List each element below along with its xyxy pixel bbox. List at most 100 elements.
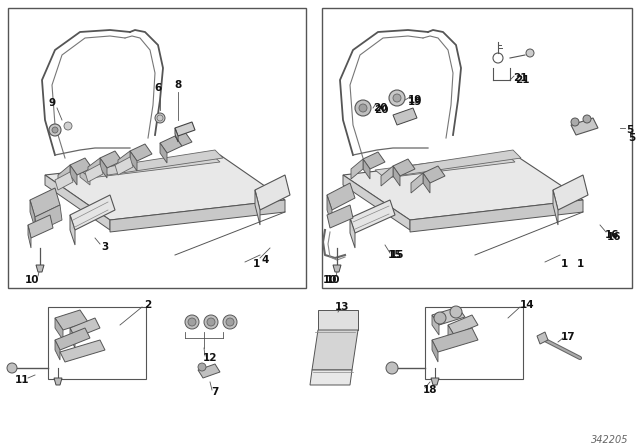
- Circle shape: [583, 115, 591, 123]
- Text: 10: 10: [326, 275, 340, 285]
- Text: 6: 6: [154, 83, 162, 93]
- Text: 1: 1: [577, 259, 584, 269]
- Text: 19: 19: [408, 95, 422, 105]
- Polygon shape: [30, 188, 60, 217]
- Text: 7: 7: [211, 387, 219, 397]
- Text: 15: 15: [390, 250, 404, 260]
- Polygon shape: [35, 205, 62, 232]
- Text: 10: 10: [25, 275, 39, 285]
- Polygon shape: [28, 215, 53, 238]
- Circle shape: [359, 104, 367, 112]
- Polygon shape: [45, 175, 110, 230]
- Text: 9: 9: [49, 98, 56, 108]
- Polygon shape: [70, 165, 77, 185]
- Text: 19: 19: [408, 97, 422, 107]
- Polygon shape: [423, 173, 430, 193]
- Polygon shape: [28, 225, 31, 248]
- Polygon shape: [448, 315, 478, 335]
- Text: 1: 1: [252, 259, 260, 269]
- Circle shape: [223, 315, 237, 329]
- Polygon shape: [312, 330, 358, 370]
- Polygon shape: [36, 265, 44, 272]
- Polygon shape: [55, 340, 60, 360]
- Polygon shape: [130, 151, 137, 171]
- Text: 20: 20: [374, 105, 388, 115]
- Text: 8: 8: [174, 80, 182, 90]
- Circle shape: [49, 124, 61, 136]
- Bar: [8, 8, 306, 288]
- Circle shape: [393, 94, 401, 102]
- Text: 2: 2: [145, 300, 152, 310]
- Polygon shape: [160, 143, 167, 163]
- Polygon shape: [70, 328, 75, 348]
- Polygon shape: [423, 166, 445, 183]
- Polygon shape: [70, 215, 75, 245]
- Text: 10: 10: [323, 275, 337, 285]
- Polygon shape: [375, 153, 515, 178]
- Polygon shape: [115, 157, 133, 175]
- Polygon shape: [70, 318, 100, 338]
- Polygon shape: [54, 378, 62, 385]
- Circle shape: [204, 315, 218, 329]
- Circle shape: [571, 118, 579, 126]
- Polygon shape: [448, 325, 454, 345]
- Polygon shape: [553, 175, 588, 210]
- Polygon shape: [55, 328, 90, 350]
- Bar: [322, 8, 632, 288]
- Polygon shape: [70, 158, 92, 175]
- Polygon shape: [175, 122, 195, 136]
- Polygon shape: [393, 108, 417, 125]
- Polygon shape: [88, 158, 100, 177]
- Polygon shape: [537, 332, 548, 344]
- Polygon shape: [553, 190, 558, 225]
- Polygon shape: [363, 152, 385, 169]
- Text: 20: 20: [372, 103, 387, 113]
- Polygon shape: [393, 159, 415, 176]
- Polygon shape: [80, 170, 90, 185]
- Circle shape: [226, 318, 234, 326]
- Circle shape: [355, 100, 371, 116]
- Text: 18: 18: [423, 385, 437, 395]
- Polygon shape: [343, 175, 410, 230]
- Polygon shape: [432, 328, 478, 352]
- Polygon shape: [363, 159, 370, 179]
- Polygon shape: [130, 144, 152, 161]
- Polygon shape: [100, 150, 223, 175]
- Polygon shape: [55, 310, 88, 330]
- Circle shape: [198, 363, 206, 371]
- Circle shape: [64, 122, 72, 130]
- Polygon shape: [255, 190, 260, 225]
- Text: 16: 16: [607, 232, 621, 242]
- Polygon shape: [85, 164, 103, 182]
- Polygon shape: [327, 183, 355, 210]
- Polygon shape: [432, 340, 438, 362]
- Circle shape: [434, 312, 446, 324]
- Polygon shape: [381, 166, 393, 186]
- Text: 21: 21: [515, 75, 529, 85]
- Circle shape: [155, 113, 165, 123]
- Text: 13: 13: [335, 302, 349, 312]
- Circle shape: [7, 363, 17, 373]
- Polygon shape: [55, 172, 73, 190]
- Bar: [425, 307, 523, 379]
- Text: 17: 17: [561, 332, 575, 342]
- Text: 3: 3: [101, 242, 109, 252]
- Polygon shape: [333, 265, 341, 272]
- Text: 12: 12: [203, 353, 217, 363]
- Polygon shape: [118, 151, 130, 170]
- Polygon shape: [160, 136, 182, 153]
- Text: 1: 1: [561, 259, 568, 269]
- Circle shape: [526, 49, 534, 57]
- Circle shape: [386, 362, 398, 374]
- Polygon shape: [318, 310, 358, 330]
- Polygon shape: [45, 155, 285, 220]
- Text: 14: 14: [520, 300, 534, 310]
- Text: 21: 21: [513, 73, 527, 83]
- Circle shape: [207, 318, 215, 326]
- Polygon shape: [70, 195, 115, 230]
- Circle shape: [185, 315, 199, 329]
- Circle shape: [188, 318, 196, 326]
- Polygon shape: [327, 205, 353, 228]
- Polygon shape: [350, 200, 395, 233]
- Text: 5: 5: [627, 125, 634, 135]
